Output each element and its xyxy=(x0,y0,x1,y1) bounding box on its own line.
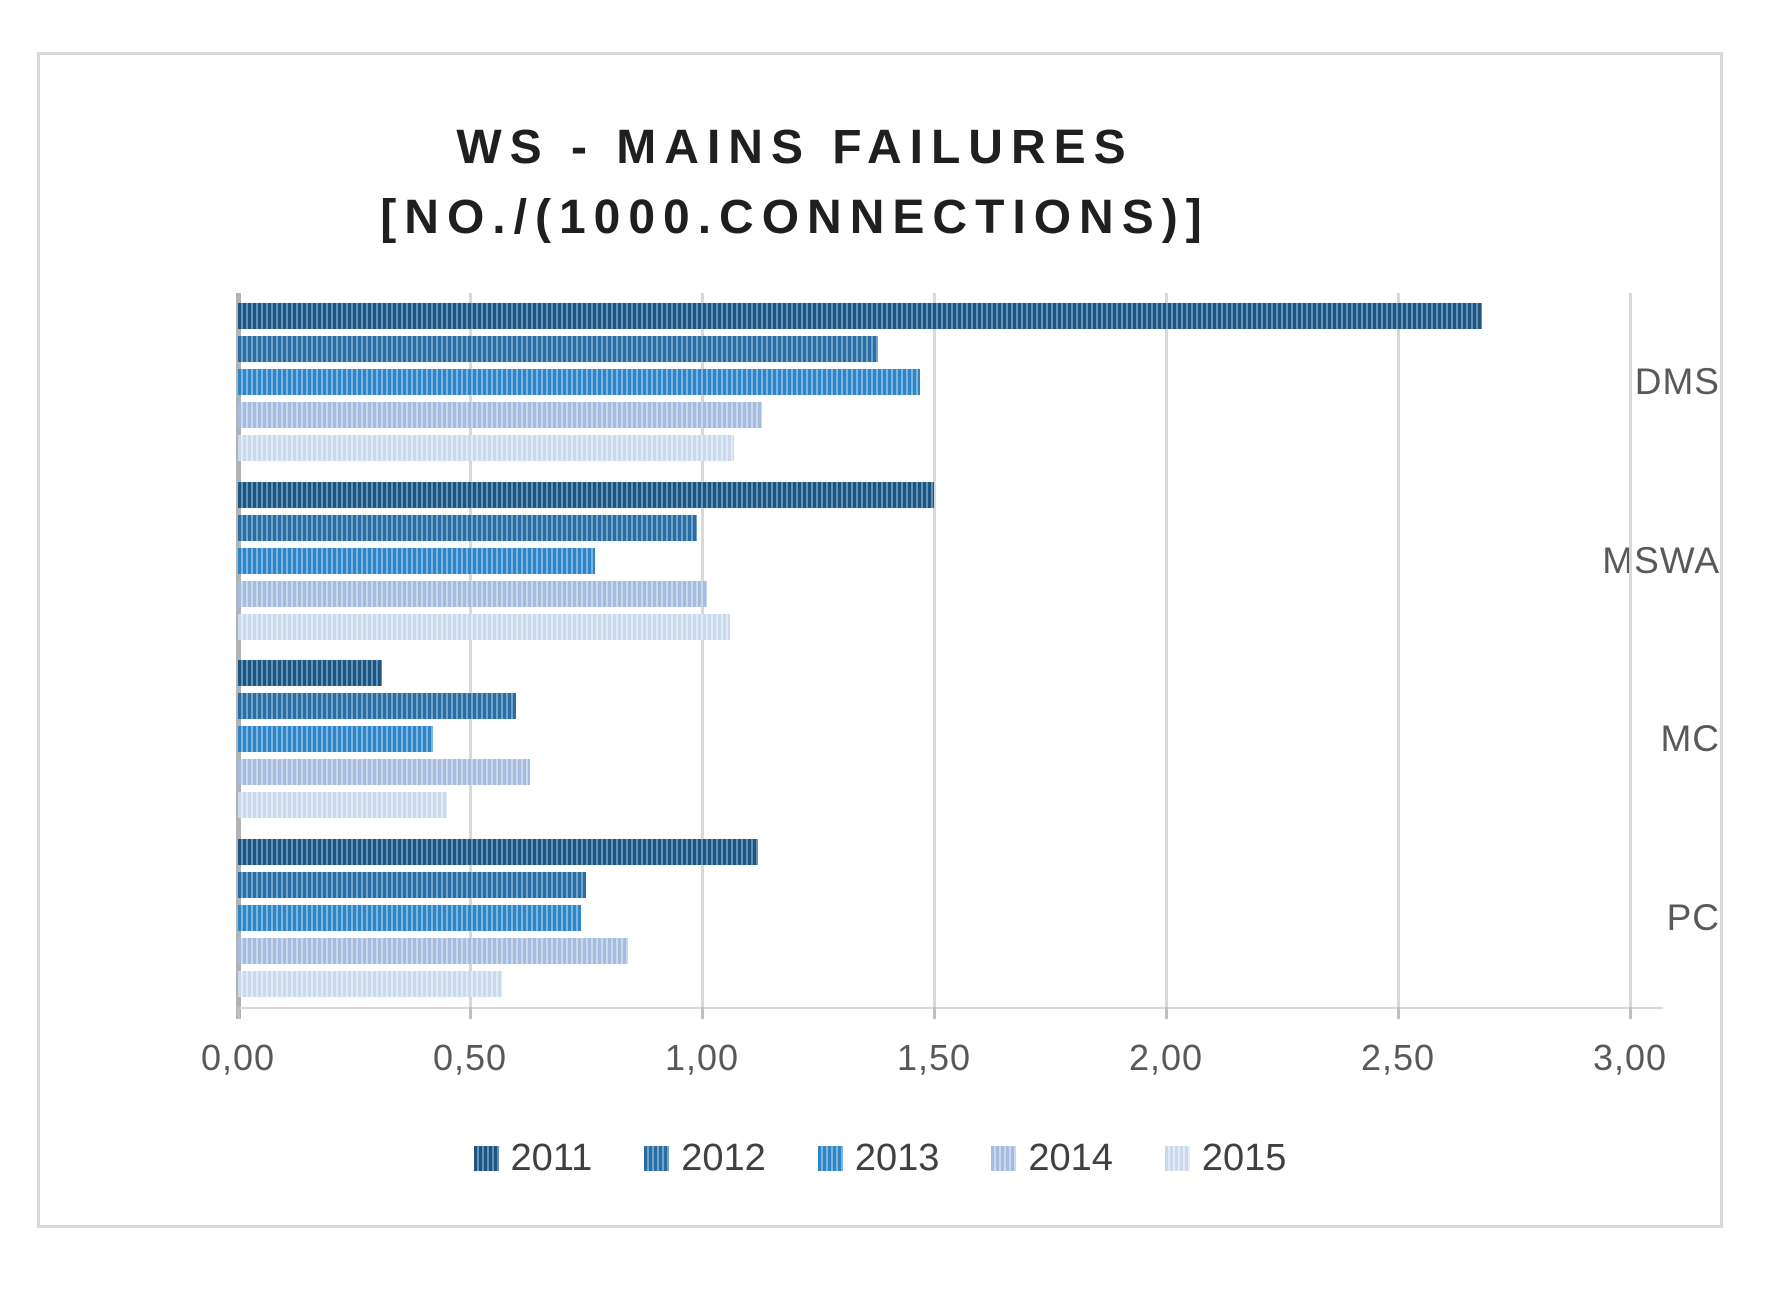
category-label-PC: PC xyxy=(1666,897,1720,938)
chart-container: WS - MAINS FAILURES [NO./(1000.CONNECTIO… xyxy=(37,52,1723,1228)
gridline-2,50 xyxy=(1397,293,1400,1007)
axis-tick-1,50 xyxy=(933,1007,936,1019)
legend-swatch-2014 xyxy=(991,1146,1017,1171)
gridline-1,50 xyxy=(933,293,936,1007)
gridline-0,50 xyxy=(469,293,472,1007)
legend-item-2014: 2014 xyxy=(991,1137,1113,1180)
legend-label-2014: 2014 xyxy=(1028,1137,1113,1179)
legend-label-2012: 2012 xyxy=(681,1137,766,1179)
bar-MSWA-2014 xyxy=(238,581,707,607)
category-axis-line xyxy=(238,1007,1663,1009)
axis-tick-2,00 xyxy=(1165,1007,1168,1019)
bar-DMS-2015 xyxy=(238,435,734,461)
value-axis-label-2,00: 2,00 xyxy=(1128,1037,1204,1078)
value-axis-label-2,50: 2,50 xyxy=(1360,1037,1436,1078)
bar-PC-2013 xyxy=(238,905,581,931)
bar-MC-2013 xyxy=(238,726,433,752)
gridline-2,00 xyxy=(1165,293,1168,1007)
chart-title-line1: WS - MAINS FAILURES xyxy=(456,121,1134,174)
value-axis-zero-line xyxy=(236,293,241,1019)
category-label-MSWA: MSWA xyxy=(1602,540,1720,581)
axis-tick-3,00 xyxy=(1629,1007,1632,1019)
value-axis-label-3,00: 3,00 xyxy=(1592,1037,1668,1078)
value-axis-label-0,50: 0,50 xyxy=(432,1037,508,1078)
legend-label-2015: 2015 xyxy=(1201,1137,1287,1179)
bar-MC-2014 xyxy=(238,759,530,785)
legend-swatch-2011 xyxy=(473,1146,499,1171)
value-axis-label-0,00: 0,00 xyxy=(200,1037,276,1078)
axis-tick-0,50 xyxy=(469,1007,472,1019)
legend-item-2011: 2011 xyxy=(473,1137,593,1180)
bar-PC-2014 xyxy=(238,938,628,964)
bar-MSWA-2015 xyxy=(238,614,730,640)
gridline-1,00 xyxy=(701,293,704,1007)
bar-PC-2012 xyxy=(238,872,586,898)
bar-MC-2012 xyxy=(238,693,516,719)
legend-item-2015: 2015 xyxy=(1164,1137,1287,1180)
axis-tick-0,00 xyxy=(237,1007,240,1019)
legend-item-2013: 2013 xyxy=(817,1137,940,1180)
legend-swatch-2013 xyxy=(817,1146,843,1171)
category-label-DMS: DMS xyxy=(1634,361,1720,402)
bar-MSWA-2013 xyxy=(238,548,595,574)
chart-title-line2: [NO./(1000.CONNECTIONS)] xyxy=(380,191,1210,244)
legend-swatch-2015 xyxy=(1164,1146,1190,1171)
category-label-MC: MC xyxy=(1660,718,1720,759)
bar-MSWA-2012 xyxy=(238,515,697,541)
axis-tick-1,00 xyxy=(701,1007,704,1019)
legend-label-2013: 2013 xyxy=(854,1137,940,1179)
value-axis-label-1,50: 1,50 xyxy=(896,1037,972,1078)
plot-area xyxy=(236,293,1663,1019)
legend-swatch-2012 xyxy=(644,1146,670,1171)
chart-title: WS - MAINS FAILURES [NO./(1000.CONNECTIO… xyxy=(40,113,1720,253)
bar-MC-2011 xyxy=(238,660,382,686)
bar-DMS-2011 xyxy=(238,303,1482,329)
bar-PC-2011 xyxy=(238,839,758,865)
bar-DMS-2014 xyxy=(238,402,762,428)
legend: 2011 2012 2013 2014 2015 xyxy=(40,1137,1720,1180)
legend-label-2011: 2011 xyxy=(510,1137,593,1179)
bar-PC-2015 xyxy=(238,971,502,997)
gridline-3,00 xyxy=(1629,293,1632,1007)
axis-tick-2,50 xyxy=(1397,1007,1400,1019)
bar-MC-2015 xyxy=(238,792,447,818)
legend-item-2012: 2012 xyxy=(644,1137,766,1180)
bar-MSWA-2011 xyxy=(238,482,934,508)
bar-DMS-2012 xyxy=(238,336,878,362)
value-axis-label-1,00: 1,00 xyxy=(664,1037,740,1078)
bar-DMS-2013 xyxy=(238,369,920,395)
